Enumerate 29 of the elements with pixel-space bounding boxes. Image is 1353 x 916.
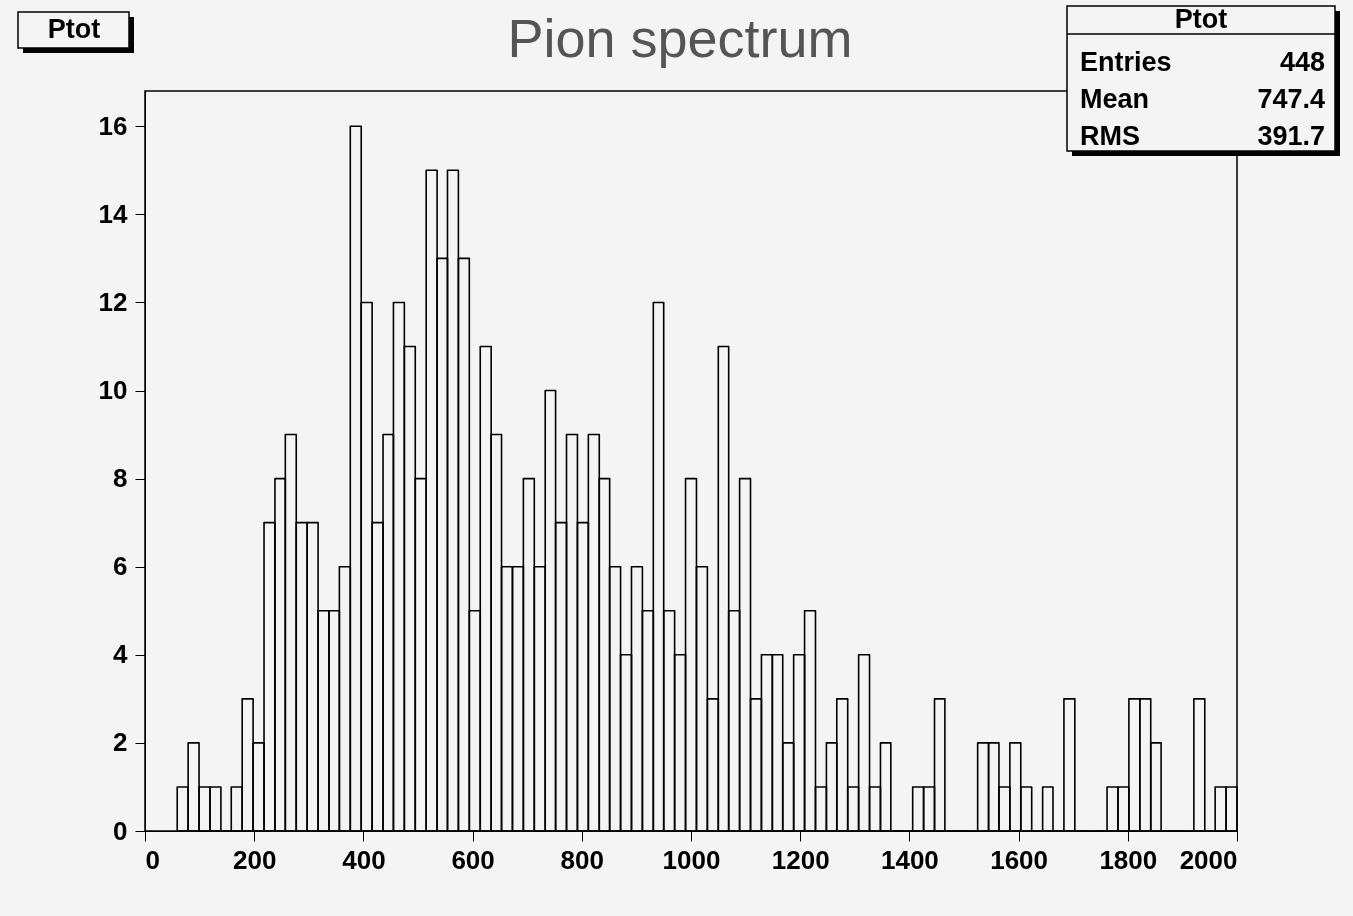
text: Entries <box>1080 47 1172 77</box>
x-tick-label: 1400 <box>880 844 939 875</box>
y-tick-label: 12 <box>98 286 128 317</box>
text: Ptot <box>47 14 101 44</box>
x-tick-label: 600 <box>451 844 495 875</box>
x-tick-label: 1800 <box>1099 844 1158 875</box>
x-tick-label: 0 <box>145 844 160 875</box>
chart-title: Pion spectrum <box>507 8 853 68</box>
x-tick-label: 1200 <box>771 844 830 875</box>
x-tick-label: 1000 <box>662 844 721 875</box>
y-tick-label: 14 <box>98 198 129 229</box>
annotation: Mean <box>1080 84 1150 114</box>
annotation: RMS <box>1080 121 1140 151</box>
y-tick-label: 0 <box>113 815 128 846</box>
y-tick-label: 4 <box>113 639 129 670</box>
text: Ptot <box>1174 4 1228 34</box>
x-tick-label: 1600 <box>990 844 1049 875</box>
text: 747.4 <box>1257 84 1325 114</box>
text: 391.7 <box>1257 121 1325 151</box>
y-tick-label: 16 <box>98 110 128 141</box>
x-tick-label: 200 <box>233 844 277 875</box>
text: 448 <box>1279 47 1325 77</box>
y-tick-label: 6 <box>113 551 128 582</box>
x-tick-label: 400 <box>342 844 386 875</box>
y-tick-label: 10 <box>98 375 128 406</box>
x-tick-label: 800 <box>560 844 604 875</box>
x-tick-label: 2000 <box>1179 844 1238 875</box>
y-tick-label: 8 <box>113 463 128 494</box>
y-tick-label: 2 <box>113 727 128 758</box>
